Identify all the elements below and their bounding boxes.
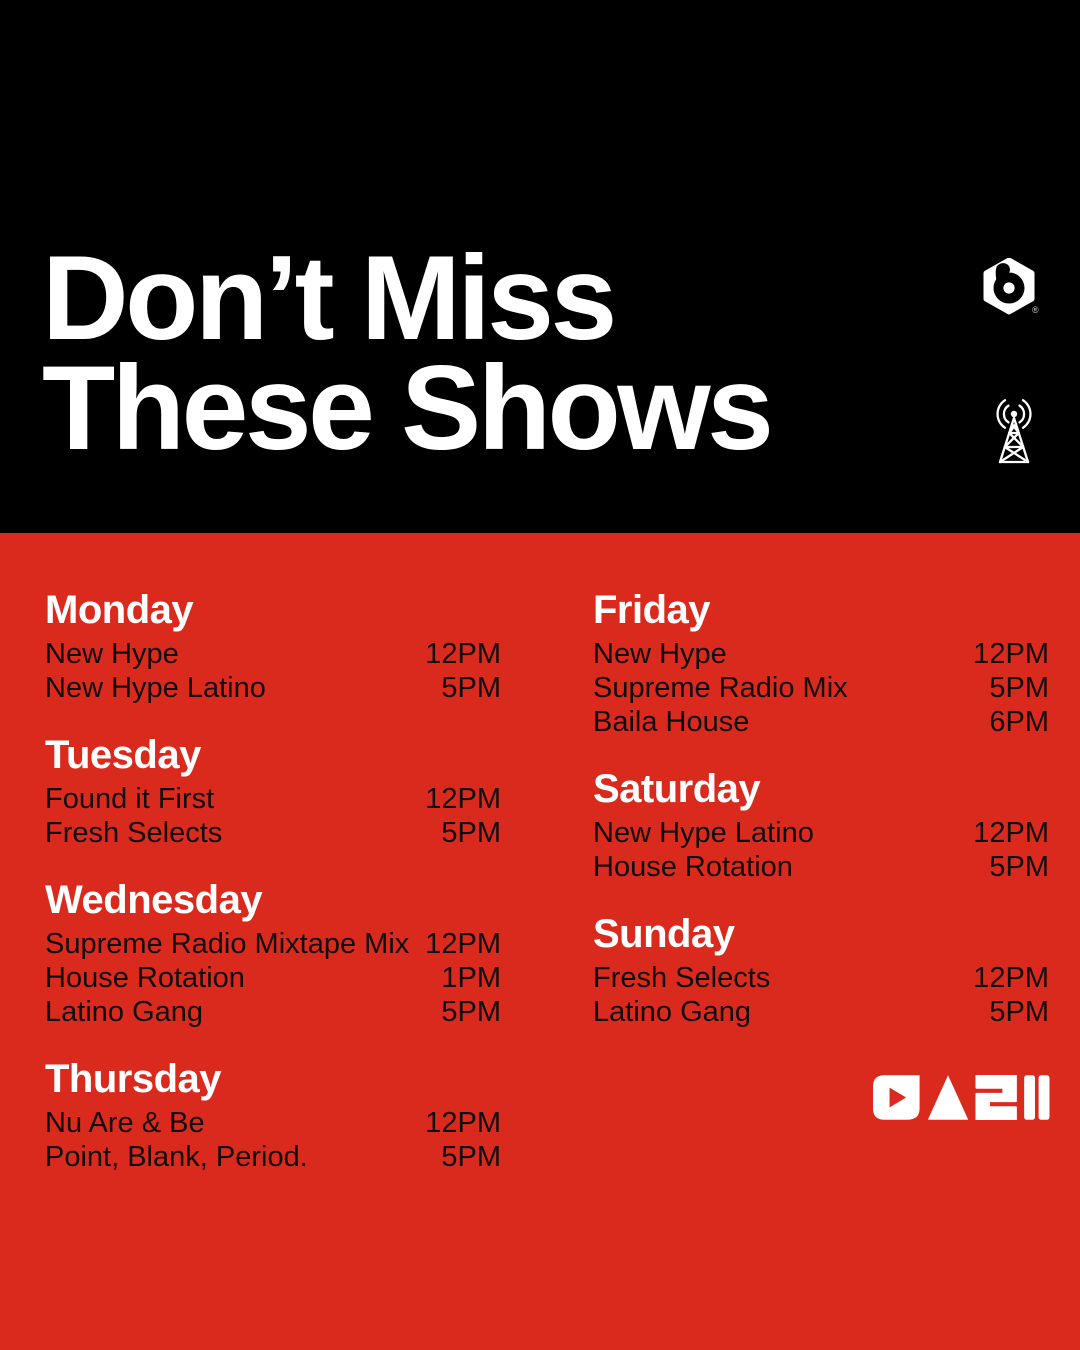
day-name: Saturday (593, 767, 761, 811)
show-time: 12PM (973, 638, 1049, 670)
day-name: Friday (593, 588, 711, 632)
show-name: House Rotation (593, 851, 793, 883)
show-name: Point, Blank, Period. (45, 1141, 308, 1173)
day-block-sunday: Sunday Fresh Selects 12PM Latino Gang 5P… (593, 914, 1049, 1029)
show-name: New Hype (593, 638, 727, 670)
show-row: Fresh Selects 5PM (45, 816, 501, 850)
show-row: Supreme Radio Mixtape Mix 12PM (45, 927, 501, 961)
show-row: Supreme Radio Mix 5PM (593, 671, 1049, 705)
day-block-thursday: Thursday Nu Are & Be 12PM Point, Blank, … (45, 1059, 501, 1174)
show-name: Fresh Selects (593, 962, 771, 994)
show-time: 12PM (425, 928, 501, 960)
record-badge-icon: ® (983, 258, 1039, 315)
show-row: New Hype 12PM (593, 637, 1049, 671)
main-title: Don’t Miss These Shows (42, 231, 774, 475)
day-block-saturday: Saturday New Hype Latino 12PM House Rota… (593, 769, 1049, 884)
show-name: Found it First (45, 783, 215, 815)
dash-logo-letters (873, 1075, 1050, 1120)
day-name: Thursday (45, 1057, 222, 1101)
show-row: New Hype Latino 12PM (593, 816, 1049, 850)
dash-logo (873, 1075, 1050, 1120)
day-name: Sunday (593, 912, 735, 956)
show-row: Nu Are & Be 12PM (45, 1106, 501, 1140)
show-time: 12PM (973, 962, 1049, 994)
day-block-monday: Monday New Hype 12PM New Hype Latino 5PM (45, 590, 501, 705)
show-row: Baila House 6PM (593, 705, 1049, 739)
show-row: Point, Blank, Period. 5PM (45, 1140, 501, 1174)
day-name: Tuesday (45, 733, 201, 777)
radio-tower-icon (996, 399, 1032, 464)
show-time: 5PM (441, 672, 501, 704)
show-time: 6PM (989, 706, 1049, 738)
show-row: Found it First 12PM (45, 782, 501, 816)
show-time: 12PM (425, 638, 501, 670)
show-name: New Hype Latino (593, 817, 814, 849)
day-block-tuesday: Tuesday Found it First 12PM Fresh Select… (45, 735, 501, 850)
show-time: 1PM (441, 962, 501, 994)
header-black: Don’t Miss These Shows ® (0, 0, 1080, 533)
show-row: New Hype Latino 5PM (45, 671, 501, 705)
show-name: Baila House (593, 706, 750, 738)
registered-mark: ® (1032, 305, 1039, 315)
show-name: Supreme Radio Mixtape Mix (45, 928, 410, 960)
day-name: Monday (45, 588, 194, 632)
show-row: House Rotation 1PM (45, 961, 501, 995)
show-name: Latino Gang (45, 996, 204, 1028)
day-block-friday: Friday New Hype 12PM Supreme Radio Mix 5… (593, 590, 1049, 739)
title-line-2: These Shows (42, 341, 774, 475)
schedule-column-right: Friday New Hype 12PM Supreme Radio Mix 5… (593, 590, 1049, 1204)
show-time: 5PM (441, 996, 501, 1028)
day-block-wednesday: Wednesday Supreme Radio Mixtape Mix 12PM… (45, 880, 501, 1029)
show-time: 12PM (425, 783, 501, 815)
show-name: House Rotation (45, 962, 245, 994)
title-line-1: Don’t Miss (42, 231, 617, 365)
show-time: 12PM (425, 1107, 501, 1139)
day-name: Wednesday (45, 878, 263, 922)
show-time: 5PM (441, 817, 501, 849)
show-time: 12PM (973, 817, 1049, 849)
show-time: 5PM (989, 996, 1049, 1028)
show-row: House Rotation 5PM (593, 850, 1049, 884)
show-time: 5PM (441, 1141, 501, 1173)
show-name: Supreme Radio Mix (593, 672, 848, 704)
show-name: New Hype (45, 638, 179, 670)
schedule: Monday New Hype 12PM New Hype Latino 5PM… (0, 533, 1080, 1204)
show-row: Latino Gang 5PM (593, 995, 1049, 1029)
show-name: Nu Are & Be (45, 1107, 205, 1139)
show-row: Latino Gang 5PM (45, 995, 501, 1029)
show-time: 5PM (989, 672, 1049, 704)
show-row: New Hype 12PM (45, 637, 501, 671)
show-row: Fresh Selects 12PM (593, 961, 1049, 995)
schedule-column-left: Monday New Hype 12PM New Hype Latino 5PM… (45, 590, 501, 1204)
show-name: Latino Gang (593, 996, 752, 1028)
show-time: 5PM (989, 851, 1049, 883)
play-triangle-icon (889, 1087, 907, 1108)
show-name: Fresh Selects (45, 817, 223, 849)
show-name: New Hype Latino (45, 672, 266, 704)
